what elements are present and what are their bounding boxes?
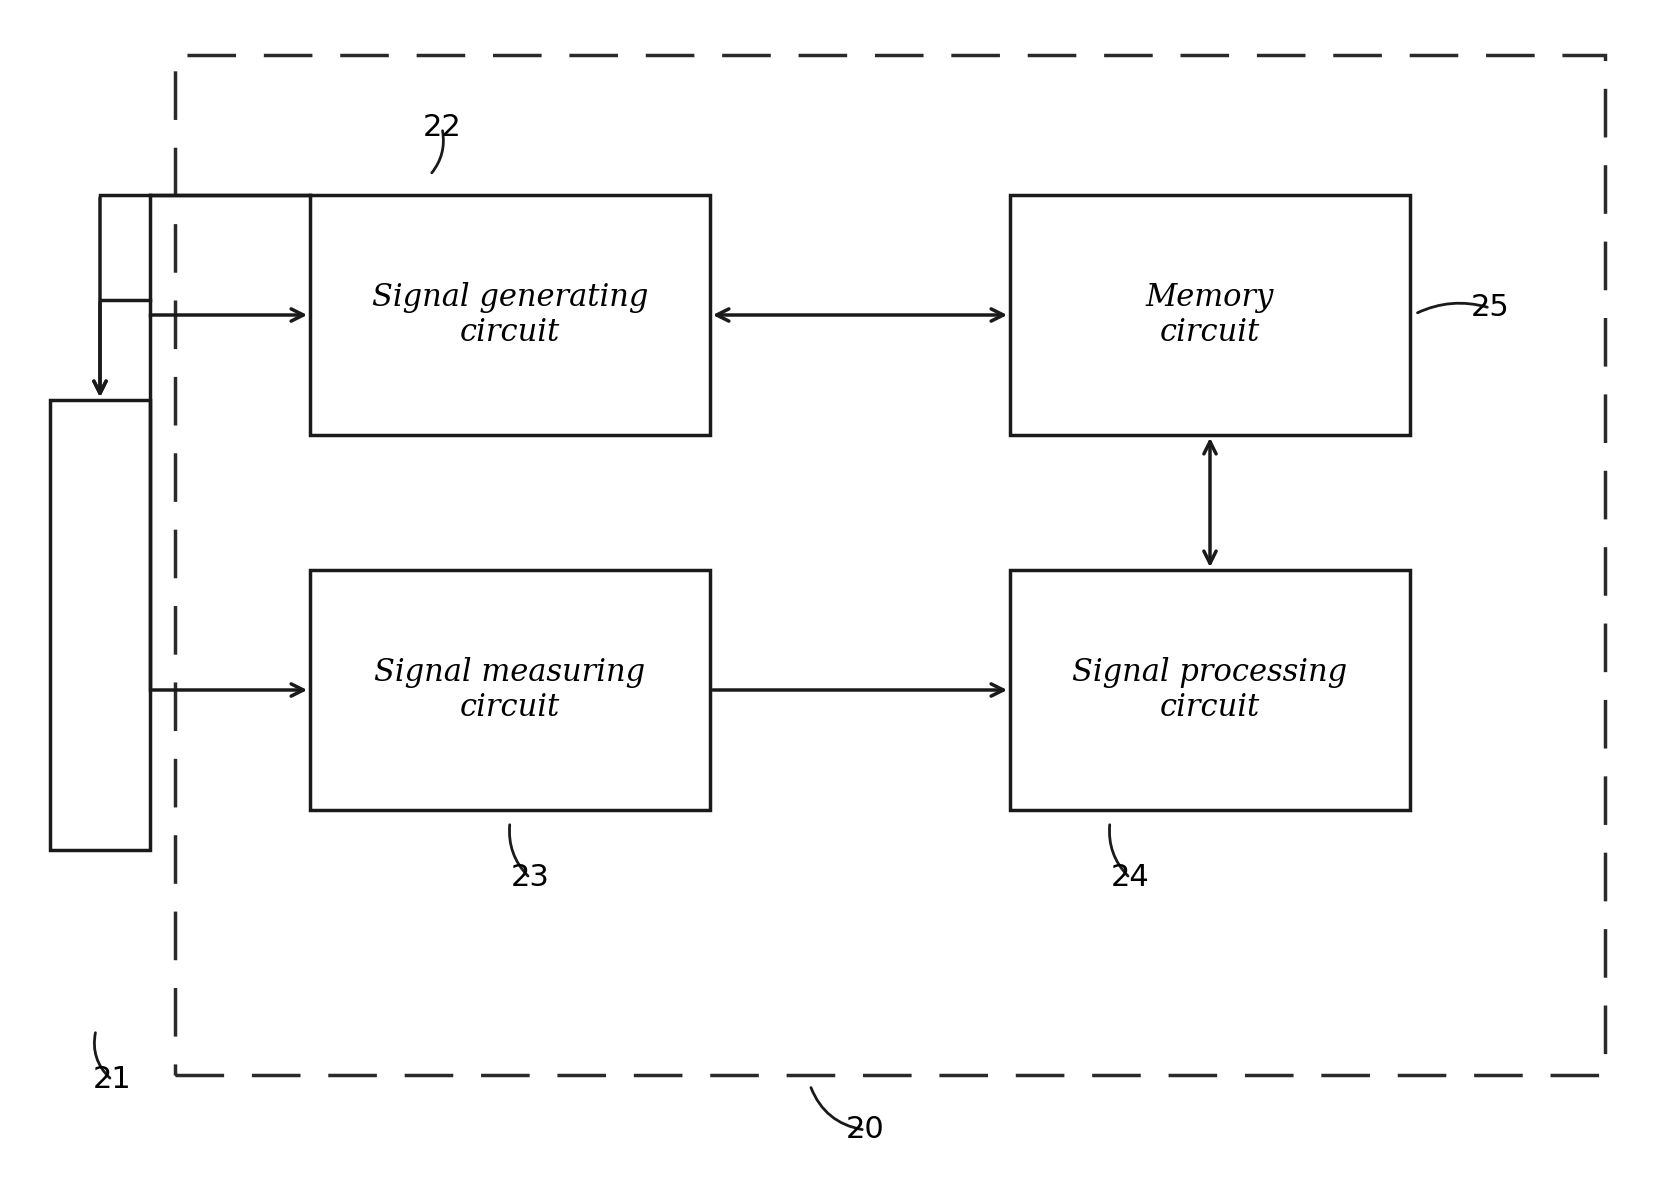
- Text: Signal measuring
circuit: Signal measuring circuit: [375, 657, 646, 724]
- Text: Signal generating
circuit: Signal generating circuit: [371, 281, 647, 348]
- Bar: [1010, 570, 1410, 810]
- Text: 21: 21: [92, 1066, 132, 1094]
- Bar: [1010, 195, 1410, 435]
- Text: 23: 23: [510, 864, 549, 892]
- Bar: [310, 195, 709, 435]
- Text: Signal processing
circuit: Signal processing circuit: [1072, 657, 1347, 724]
- Text: 20: 20: [845, 1116, 885, 1145]
- Text: 25: 25: [1471, 293, 1509, 323]
- Bar: [310, 570, 709, 810]
- Text: 22: 22: [423, 114, 462, 142]
- Text: Memory
circuit: Memory circuit: [1146, 281, 1275, 348]
- Bar: [176, 55, 1604, 1075]
- Text: 24: 24: [1111, 864, 1149, 892]
- Bar: [50, 399, 151, 850]
